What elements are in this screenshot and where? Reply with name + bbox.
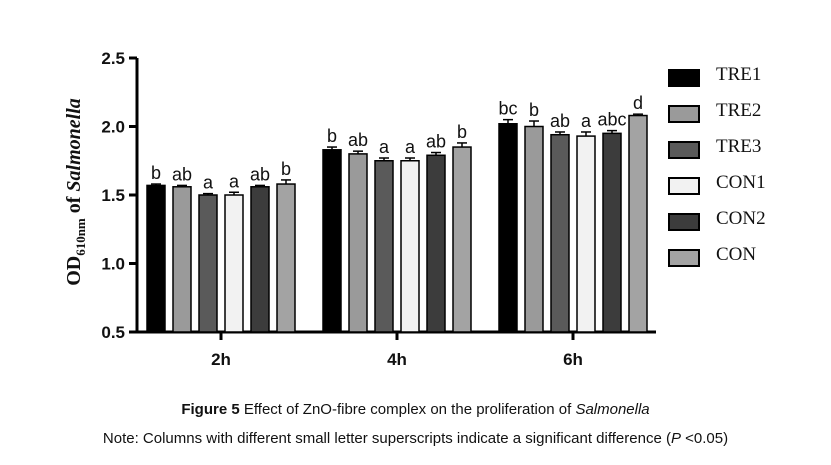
x-tick-label: 2h — [211, 350, 231, 369]
y-axis-label-main: OD — [63, 256, 85, 286]
y-axis-label-of: of — [63, 192, 85, 219]
legend-swatch — [668, 141, 700, 159]
y-tick-label: 0.5 — [101, 323, 125, 342]
note-text: Note: Columns with different small lette… — [102, 430, 671, 447]
legend-swatch — [668, 177, 700, 195]
y-axis-label-italic: Salmonella — [63, 98, 85, 191]
x-tick-label: 4h — [387, 350, 407, 369]
bar-tre1-4h — [322, 149, 342, 333]
y-tick-label: 2.0 — [101, 118, 125, 137]
y-axis-label-subscript: 610nm — [73, 218, 88, 256]
significance-label: a — [379, 137, 390, 157]
bar-tre3-2h — [198, 194, 218, 333]
legend-label: CON1 — [716, 172, 766, 193]
significance-label: bc — [498, 99, 517, 119]
figure-caption: Figure 5 Effect of ZnO-fibre complex on … — [0, 401, 831, 418]
legend-item-con1: CON1 — [668, 170, 818, 206]
legend-label: TRE2 — [716, 100, 762, 121]
legend: TRE1 TRE2 TRE3 CON1 CON2 CON — [668, 62, 818, 278]
bar-con-4h — [452, 146, 472, 333]
significance-label: b — [151, 163, 161, 183]
legend-item-tre2: TRE2 — [668, 98, 818, 134]
legend-label: CON2 — [716, 208, 766, 229]
bar-con1-2h — [224, 194, 244, 333]
legend-swatch — [668, 105, 700, 123]
significance-label: a — [405, 137, 416, 157]
significance-label: a — [581, 111, 592, 131]
bar-con1-4h — [400, 160, 420, 333]
bar-tre3-4h — [374, 160, 394, 333]
bar-con2-4h — [426, 154, 446, 333]
legend-swatch — [668, 69, 700, 87]
significance-label: d — [633, 93, 643, 113]
note-p: P — [670, 430, 681, 447]
significance-label: a — [203, 173, 214, 193]
legend-item-tre1: TRE1 — [668, 62, 818, 98]
bar-tre1-2h — [146, 184, 166, 333]
legend-label: TRE3 — [716, 136, 762, 157]
bar-con-2h — [276, 183, 296, 333]
significance-label: ab — [250, 164, 270, 184]
legend-item-tre3: TRE3 — [668, 134, 818, 170]
significance-label: ab — [550, 111, 570, 131]
legend-item-con2: CON2 — [668, 206, 818, 242]
legend-label: TRE1 — [716, 64, 762, 85]
significance-label: a — [229, 171, 240, 191]
legend-swatch — [668, 249, 700, 267]
y-tick-label: 2.5 — [101, 49, 125, 68]
bar-tre1-6h — [498, 123, 518, 333]
y-axis-label: OD610nm of Salmonella — [63, 98, 88, 286]
bar-con1-6h — [576, 135, 596, 333]
significance-label: b — [327, 126, 337, 146]
x-tick-label: 6h — [563, 350, 583, 369]
bar-con-6h — [628, 114, 648, 333]
bar-con2-2h — [250, 186, 270, 333]
legend-item-con: CON — [668, 242, 818, 278]
caption-text: Effect of ZnO-fibre complex on the proli… — [239, 401, 576, 418]
bar-tre2-4h — [348, 153, 368, 333]
svg-text:OD610nm of Salmonella: OD610nm of Salmonella — [63, 98, 88, 286]
y-tick-label: 1.5 — [101, 186, 125, 205]
significance-label: b — [457, 122, 467, 142]
caption-italic-term: Salmonella — [575, 401, 650, 418]
bar-tre2-2h — [172, 186, 192, 333]
bars — [146, 113, 648, 333]
bar-tre3-6h — [550, 133, 570, 333]
significance-label: b — [529, 100, 539, 120]
y-tick-label: 1.0 — [101, 255, 125, 274]
significance-label: abc — [597, 110, 626, 130]
figure-label: Figure 5 — [181, 401, 240, 418]
legend-swatch — [668, 213, 700, 231]
legend-label: CON — [716, 244, 757, 265]
significance-label: ab — [348, 130, 368, 150]
bar-con2-6h — [602, 132, 622, 333]
bar-chart: OD610nm of Salmonella 0.5 1.0 1.5 2.0 2.5 2h 4… — [63, 49, 656, 369]
bar-tre2-6h — [524, 125, 544, 333]
significance-label: ab — [172, 164, 192, 184]
figure-note: Note: Columns with different small lette… — [0, 430, 831, 447]
significance-label: ab — [426, 132, 446, 152]
note-threshold: <0.05) — [680, 430, 729, 447]
significance-label: b — [281, 159, 291, 179]
